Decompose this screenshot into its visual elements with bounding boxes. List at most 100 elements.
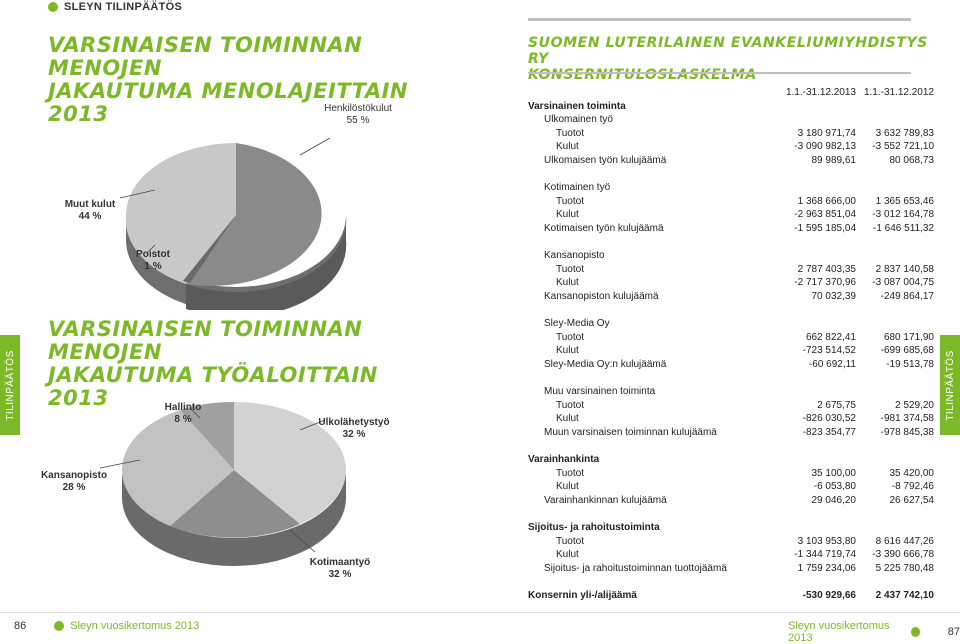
table-spacer-row (528, 371, 934, 385)
chart-title-2: VARSINAISEN TOIMINNAN MENOJEN JAKAUTUMA … (48, 318, 438, 410)
footer-title-left: Sleyn vuosikertomus 2013 (70, 620, 200, 632)
page-number-right: 87 (947, 626, 960, 638)
row-value-2012: -1 646 511,32 (873, 222, 934, 234)
footer-right: Sleyn vuosikertomus 2013 87 (788, 620, 960, 644)
pie1-slice-henkilostokulut (186, 143, 322, 286)
row-value-2012: -8 792,46 (891, 481, 934, 493)
table-row: Tuotot 1 368 666,00 1 365 653,46 (528, 195, 934, 209)
row-label: Tuotot (556, 195, 584, 207)
row-label: Kansanopisto (544, 250, 605, 262)
row-label: Kulut (556, 413, 579, 425)
pie1-leader-1 (299, 137, 331, 156)
pie1-leader-3 (147, 244, 156, 253)
row-value-2013 (770, 317, 856, 331)
pie1-label-poistot-name: Poistot (136, 249, 170, 260)
table-row: Kulut -2 717 370,96 -3 087 004,75 (528, 276, 934, 290)
row-label: Tuotot (556, 127, 584, 139)
row-label: Sley-Media Oy:n kulujäämä (544, 358, 667, 370)
row-label: Sijoitus- ja rahoitustoiminnan tuottojää… (544, 562, 727, 574)
table-row: Varsinainen toiminta (528, 100, 934, 114)
row-value-2012 (856, 507, 934, 521)
row-value-2012 (856, 168, 934, 182)
table-row: Sijoitus- ja rahoitustoiminnan tuottojää… (528, 562, 934, 576)
row-value-2012: 2 837 140,58 (875, 263, 934, 275)
row-label: Tuotot (556, 535, 584, 547)
side-tab-left-label: TILINPÄÄTÖS (4, 349, 16, 421)
table-row: Tuotot 2 675,75 2 529,20 (528, 399, 934, 413)
table-row: Sijoitus- ja rahoitustoiminta (528, 521, 934, 535)
side-tab-right: TILINPÄÄTÖS (940, 335, 960, 435)
row-label: Kulut (556, 141, 579, 153)
row-value-2013: -1 595 185,04 (794, 222, 856, 234)
row-value-2013 (770, 113, 856, 127)
pie1-leader-2 (119, 189, 156, 199)
row-value-2013: 89 989,61 (811, 154, 857, 166)
row-value-2012: 2 529,20 (895, 399, 934, 411)
row-value-2013: -6 053,80 (813, 481, 856, 493)
pie1-side (126, 215, 347, 310)
bullet-dot-icon (48, 2, 58, 12)
pie2-label-kotimaantyo: Kotimaantyö 32 % (305, 557, 375, 581)
row-value-2012: -3 552 721,10 (872, 141, 934, 153)
row-value-2012 (856, 249, 934, 263)
row-label: Ulkomainen työ (544, 114, 613, 126)
row-value-2013: -60 692,11 (808, 358, 856, 370)
footer-dot-left-icon (54, 621, 65, 631)
pie1-label-henkilostokulut-name: Henkilöstökulut (324, 103, 392, 114)
row-label (528, 371, 770, 385)
row-label: Kulut (556, 549, 579, 561)
table-row: Tuotot 35 100,00 35 420,00 (528, 467, 934, 481)
row-label: Ulkomaisen työn kulujäämä (544, 154, 667, 166)
row-value-2013 (770, 371, 856, 385)
row-value-2012 (856, 521, 934, 535)
row-value-2013: -2 963 851,04 (794, 209, 856, 221)
table-row: Tuotot 662 822,41 680 171,90 (528, 331, 934, 345)
row-label: Sijoitus- ja rahoitustoiminta (528, 522, 660, 533)
pie2-label-kansanopisto-pct: 28 % (62, 482, 86, 493)
pie2-depth (122, 470, 346, 566)
table-row: Kulut -1 344 719,74 -3 390 666,78 (528, 548, 934, 562)
table-row: Kotimainen työ (528, 181, 934, 195)
row-label (528, 236, 770, 250)
chart-title-1: VARSINAISEN TOIMINNAN MENOJEN JAKAUTUMA … (48, 34, 438, 126)
row-label (528, 507, 770, 521)
pie2-label-hallinto-name: Hallinto (164, 402, 202, 413)
table-row: Kulut -3 090 982,13 -3 552 721,10 (528, 140, 934, 154)
pie2-label-ulkolahetystyo-pct: 32 % (342, 429, 366, 440)
pie2-label-hallinto: Hallinto 8 % (148, 402, 218, 426)
section-tag: SLEYN TILINPÄÄTÖS (48, 0, 182, 14)
row-value-2012: 8 616 447,26 (875, 535, 934, 547)
row-value-2013: -3 090 982,13 (794, 141, 856, 153)
pie2-label-kansanopisto: Kansanopisto 28 % (34, 470, 114, 494)
pie1-label-muut-kulut-pct: 44 % (78, 211, 102, 222)
row-value-2013: -826 030,52 (802, 413, 856, 425)
statement-title: SUOMEN LUTERILAINEN EVANKELIUMIYHDISTYS … (528, 35, 928, 83)
pie2-label-ulkolahetystyo-name: Ulkolähetystyö (318, 417, 390, 428)
row-label: Kulut (556, 209, 579, 221)
row-value-2013: 3 103 953,80 (797, 535, 856, 547)
pie2-slice-ulkolahetystyo (234, 402, 346, 524)
pie2-slice-kotimaantyo (170, 470, 300, 538)
row-value-2012: -3 012 164,78 (872, 209, 934, 221)
row-label: Tuotot (556, 263, 584, 275)
row-label: Konsernin yli-/alijäämä (528, 589, 637, 601)
pie1-label-henkilostokulut: Henkilöstökulut 55 % (318, 103, 398, 127)
table-row: Kulut -2 963 851,04 -3 012 164,78 (528, 208, 934, 222)
row-value-2012 (856, 439, 934, 453)
table-spacer-row (528, 236, 934, 250)
table-row: Kotimaisen työn kulujäämä -1 595 185,04 -1… (528, 222, 934, 236)
row-value-2013: -823 354,77 (802, 426, 856, 438)
table-row: Kansanopisto (528, 249, 934, 263)
row-label: Muun varsinaisen toiminnan kulujäämä (544, 426, 717, 438)
row-value-2012 (856, 453, 934, 467)
row-value-2013: 70 032,39 (811, 290, 857, 302)
pie2-label-kotimaantyo-pct: 32 % (328, 569, 352, 580)
row-value-2013 (770, 453, 856, 467)
row-value-2012: 1 365 653,46 (875, 195, 934, 207)
row-value-2013: 2 675,75 (817, 399, 856, 411)
footer-rule (0, 612, 960, 613)
row-value-2013 (770, 249, 856, 263)
row-value-2012 (856, 575, 934, 589)
pie1-label-henkilostokulut-pct: 55 % (346, 115, 370, 126)
pie2-label-kotimaantyo-name: Kotimaantyö (309, 557, 371, 568)
